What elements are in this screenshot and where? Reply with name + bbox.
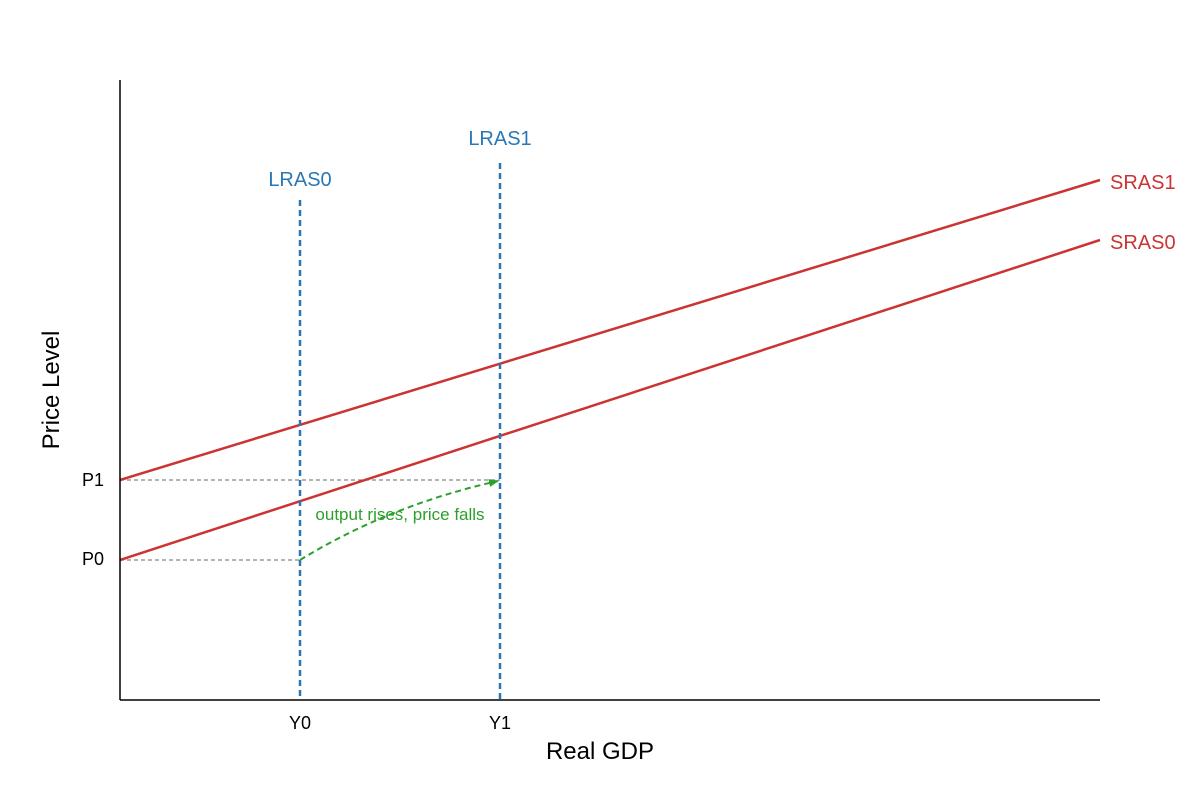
curve-label: LRAS0 — [268, 169, 331, 191]
annotation: output rises, price falls — [315, 505, 484, 524]
curve-label: SRAS1 — [1110, 172, 1176, 194]
y-tick-label: P1 — [82, 470, 104, 490]
shift-arrow — [299, 479, 499, 561]
y-axis-label: Price Level — [38, 331, 65, 450]
x-tick-label: Y0 — [289, 713, 311, 733]
sras0-curve — [119, 238, 1101, 562]
x-axis-label: Real GDP — [546, 738, 654, 765]
x-tick-label: Y1 — [489, 713, 511, 733]
curve-label: LRAS1 — [468, 128, 531, 150]
sras1-curve — [119, 178, 1101, 482]
y-tick-label: P0 — [82, 549, 104, 569]
curve-label: SRAS0 — [1110, 232, 1176, 254]
